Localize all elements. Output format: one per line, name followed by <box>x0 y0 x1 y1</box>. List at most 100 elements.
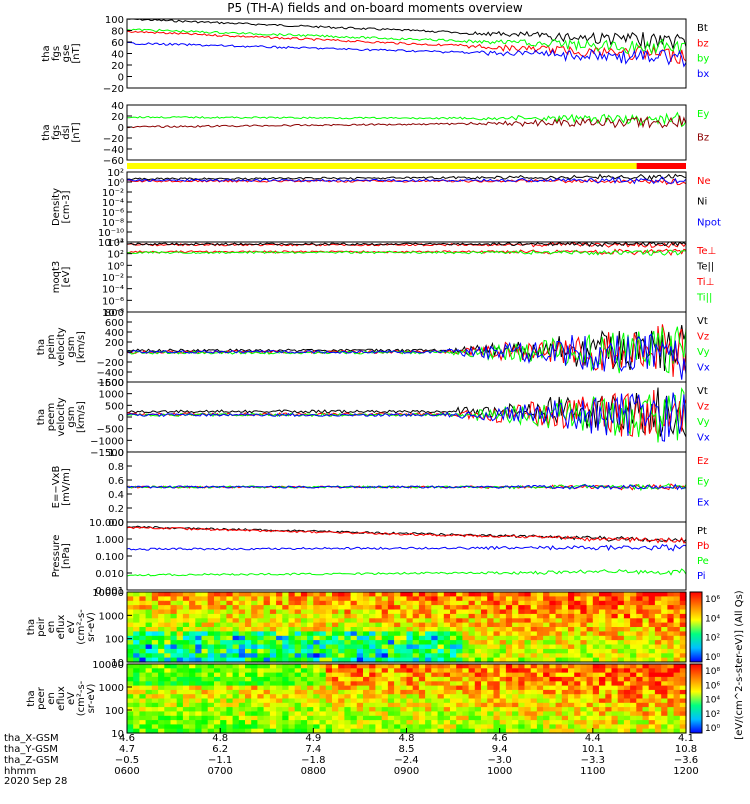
spectrogram-cell <box>555 627 563 632</box>
spectrogram-cell <box>170 698 178 704</box>
spectrogram-cell <box>170 689 178 695</box>
spectrogram-cell <box>412 664 420 669</box>
spectrogram-cell <box>487 672 494 678</box>
spectrogram-cell <box>288 627 296 632</box>
y-tick-label: 1.0 <box>108 448 124 459</box>
spectrogram-cell <box>127 618 134 624</box>
spectrogram-cell <box>344 635 352 641</box>
spectrogram-cell <box>549 720 557 725</box>
spectrogram-cell <box>139 631 147 637</box>
spectrogram-cell <box>214 613 221 619</box>
spectrogram-cell <box>127 676 134 682</box>
spectrogram-cell <box>307 720 314 725</box>
spectrogram-cell <box>456 657 463 663</box>
spectrogram-cell <box>530 592 538 597</box>
spectrogram-cell <box>648 653 656 659</box>
spectrogram-cell <box>313 631 321 637</box>
legend-Te||: Te|| <box>696 262 714 273</box>
spectrogram-cell <box>263 664 271 669</box>
spectrogram-cell <box>151 613 159 619</box>
spectrogram-cell <box>456 685 463 691</box>
spectrogram-cell <box>518 605 526 611</box>
spectrogram-cell <box>276 613 283 619</box>
spectrogram-cell <box>462 657 470 663</box>
spectrogram-cell <box>145 685 153 691</box>
spectrogram-cell <box>170 664 178 669</box>
y-tick-label: 10 <box>111 658 124 669</box>
spectrogram-cell <box>387 668 395 674</box>
spectrogram-cell <box>176 715 184 721</box>
spectrogram-cell <box>226 724 234 730</box>
spectrogram-cell <box>300 644 308 650</box>
spectrogram-cell <box>636 631 644 637</box>
spectrogram-cell <box>611 635 619 641</box>
spectrogram-cell <box>667 648 675 654</box>
spectrogram-cell <box>543 702 550 708</box>
spectrogram-cell <box>387 640 395 646</box>
spectrogram-cell <box>418 672 426 678</box>
spectrogram-cell <box>512 640 519 646</box>
spectrogram-cell <box>201 640 209 646</box>
spectrogram-cell <box>599 657 606 663</box>
spectrogram-cell <box>605 618 613 624</box>
spectrogram-cell <box>338 702 345 708</box>
spectrogram-cell <box>145 635 153 641</box>
series-bz <box>126 30 687 64</box>
spectrogram-cell <box>406 694 414 700</box>
spectrogram-cell <box>623 711 631 717</box>
spectrogram-cell <box>661 644 668 650</box>
spectrogram-cell <box>654 702 662 708</box>
y-tick-label: −1000 <box>90 436 124 447</box>
spectrogram-cell <box>499 715 507 721</box>
spectrogram-cell <box>418 635 426 641</box>
spectrogram-cell <box>176 613 184 619</box>
spectrogram-cell <box>412 707 420 712</box>
spectrogram-cell <box>431 613 439 619</box>
spectrogram-cell <box>555 672 563 678</box>
spectrogram-cell <box>437 592 445 597</box>
spectrogram-cell <box>207 605 215 611</box>
spectrogram-cell <box>592 600 600 606</box>
spectrogram-cell <box>369 627 376 632</box>
spectrogram-cell <box>232 631 240 637</box>
spectrogram-cell <box>288 685 296 691</box>
spectrogram-cell <box>182 657 190 663</box>
spectrogram-cell <box>356 631 364 637</box>
spectrogram-cell <box>468 689 476 695</box>
spectrogram-cell <box>512 698 519 704</box>
spectrogram-cell <box>555 689 563 695</box>
y-tick-label: 20 <box>111 112 124 123</box>
spectrogram-cell <box>599 724 606 730</box>
spectrogram-cell <box>288 640 296 646</box>
legend-Bz: Bz <box>697 133 709 144</box>
spectrogram-cell <box>394 676 401 682</box>
spectrogram-cell <box>294 685 302 691</box>
spectrogram-cell <box>325 664 333 669</box>
spectrogram-cell <box>487 694 494 700</box>
spectrogram-cell <box>164 657 172 663</box>
spectrogram-cell <box>170 622 178 628</box>
spectrogram-cell <box>375 609 383 615</box>
spectrogram-cell <box>555 664 563 669</box>
spectrogram-cell <box>592 672 600 678</box>
spectrogram-cell <box>518 672 526 678</box>
spectrogram-cell <box>431 668 439 674</box>
spectrogram-cell <box>425 657 432 663</box>
spectrogram-cell <box>530 720 538 725</box>
spectrogram-cell <box>145 605 153 611</box>
spectrogram-cell <box>133 728 140 734</box>
spectrogram-cell <box>269 668 277 674</box>
spectrogram-cell <box>481 622 488 628</box>
spectrogram-cell <box>381 711 389 717</box>
spectrogram-cell <box>288 644 296 650</box>
spectrogram-cell <box>387 715 395 721</box>
spectrogram-cell <box>555 685 563 691</box>
spectrogram-cell <box>251 631 258 637</box>
spectrogram-cell <box>356 618 364 624</box>
spectrogram-cell <box>375 592 383 597</box>
spectrogram-cell <box>636 613 644 619</box>
spectrogram-cell <box>338 715 345 721</box>
spectrogram-cell <box>623 635 631 641</box>
spectrogram-cell <box>269 653 277 659</box>
